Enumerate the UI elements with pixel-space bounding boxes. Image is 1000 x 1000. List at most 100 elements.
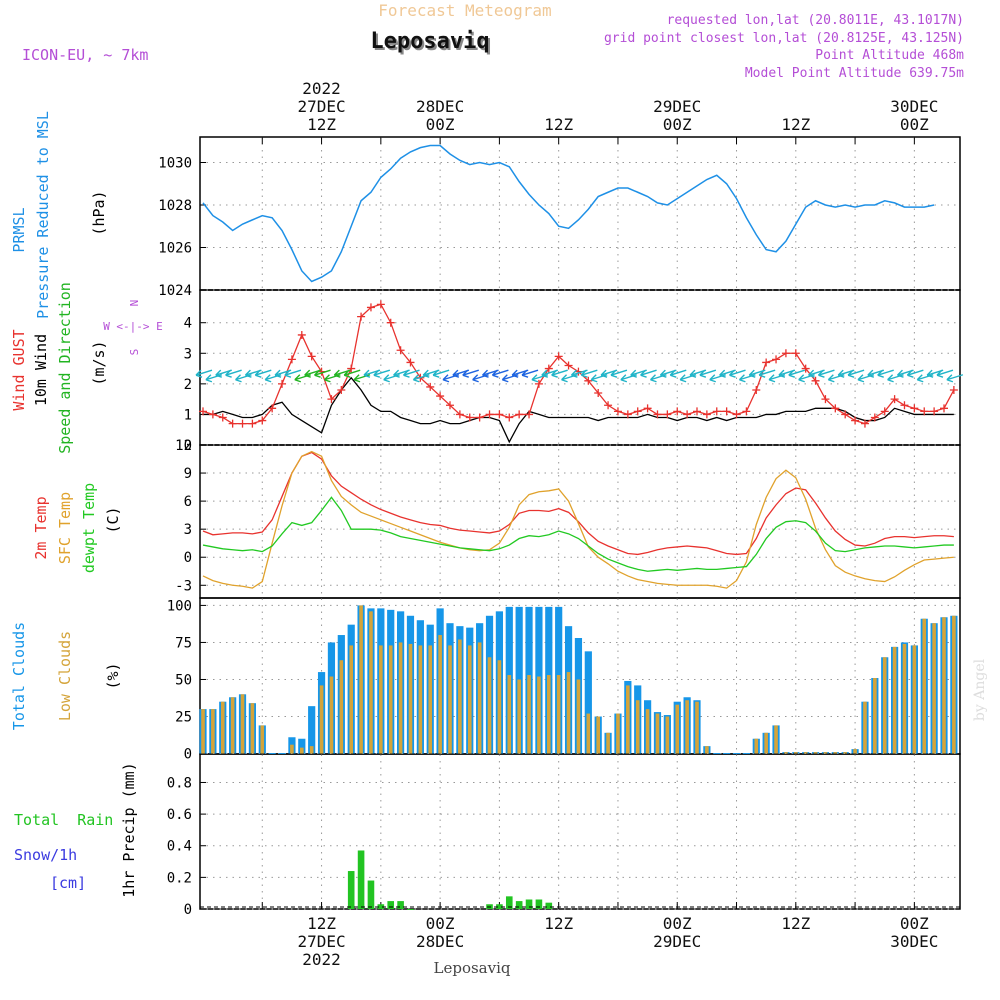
wind-direction-arrow xyxy=(788,369,806,378)
wind-gust-marker xyxy=(584,376,593,385)
wind-gust-marker xyxy=(347,364,356,373)
wind-gust-marker xyxy=(791,349,800,358)
wind-gust-marker xyxy=(446,401,454,410)
wind-direction-arrow xyxy=(817,369,835,378)
precip-tick-label: 0.8 xyxy=(167,775,192,791)
time-label-bottom: 12Z xyxy=(307,914,336,933)
low-cloud-bar xyxy=(349,645,353,754)
wind-direction-arrow xyxy=(847,369,865,378)
low-cloud-bar xyxy=(912,645,917,754)
wind-gust-marker xyxy=(238,419,247,428)
wind-direction-arrow xyxy=(314,369,331,378)
wind-gust-marker xyxy=(525,410,534,419)
temp-2m-line xyxy=(202,451,954,556)
wind-gust-marker xyxy=(554,352,563,361)
pressure-tick-label: 1026 xyxy=(158,241,192,257)
temp-label-dewpt: dewpt Temp xyxy=(80,483,98,573)
wind-gust-marker xyxy=(426,382,435,391)
wind-direction-arrow xyxy=(640,369,657,378)
time-label-top: 00Z xyxy=(900,115,929,134)
low-cloud-bar xyxy=(873,678,877,754)
low-cloud-bar xyxy=(942,617,946,754)
wind-direction-arrow xyxy=(906,369,924,378)
wind-gust-marker xyxy=(663,410,672,419)
wind-direction-arrow xyxy=(343,369,361,378)
clouds-tick-label: 75 xyxy=(175,635,192,651)
pressure-line xyxy=(202,144,935,283)
low-cloud-bar xyxy=(566,672,571,754)
rain-bar xyxy=(535,899,543,909)
low-cloud-bar xyxy=(863,701,867,754)
precip-label-snow-unit: [cm] xyxy=(50,874,86,892)
low-cloud-bar xyxy=(616,713,620,754)
wind-direction-arrow xyxy=(580,369,598,378)
temp-tick-label: -3 xyxy=(175,578,192,594)
low-cloud-bar xyxy=(240,694,245,754)
wind-gust-marker xyxy=(732,410,741,419)
wind-gust-marker xyxy=(831,404,840,413)
wind-tick-label: 2 xyxy=(184,377,192,393)
low-cloud-bar xyxy=(952,615,956,754)
wind-gust-marker xyxy=(297,330,306,339)
low-cloud-bar xyxy=(774,725,778,754)
model-label: ICON-EU, ~ 7km xyxy=(22,46,148,64)
low-cloud-bar xyxy=(319,685,324,754)
pressure-tick-label: 1028 xyxy=(158,198,192,214)
low-cloud-bar xyxy=(527,675,531,754)
time-label-bottom: 12Z xyxy=(781,914,810,933)
grid-point-coords: grid point closest lon,lat (20.8125E, 43… xyxy=(604,31,964,46)
low-cloud-bar xyxy=(260,725,265,754)
low-cloud-bar xyxy=(556,675,561,754)
low-cloud-bar xyxy=(794,752,798,754)
wind-gust-marker xyxy=(386,318,395,327)
wind-gust-marker xyxy=(544,364,553,373)
time-label-bottom: 30DEC xyxy=(890,932,938,951)
low-cloud-bar xyxy=(398,642,403,754)
rain-bar xyxy=(505,896,513,909)
low-cloud-bar xyxy=(922,618,927,754)
wind-gust-marker xyxy=(199,407,207,416)
total-cloud-bar xyxy=(308,706,316,754)
wind-gust-marker xyxy=(683,410,692,419)
wind-gust-marker xyxy=(396,346,405,355)
wind-gust-marker xyxy=(949,385,958,394)
wind-gust-marker xyxy=(801,364,810,373)
low-cloud-bar xyxy=(606,732,610,754)
wind-gust-marker xyxy=(712,407,721,416)
wind-gust-marker xyxy=(465,413,474,422)
time-label-top: 12Z xyxy=(544,115,573,134)
rain-bar xyxy=(525,899,533,909)
wind-tick-label: 3 xyxy=(184,346,192,362)
low-cloud-bar xyxy=(448,645,452,754)
wind-gust-marker xyxy=(702,410,711,419)
wind-direction-arrow xyxy=(373,369,391,378)
low-cloud-bar xyxy=(685,700,689,754)
low-cloud-bar xyxy=(220,701,225,754)
wind-direction-arrow xyxy=(521,369,539,378)
compass-west-east: W <-|-> E xyxy=(103,320,163,333)
low-cloud-bar xyxy=(497,660,502,754)
wind-gust-marker xyxy=(870,413,879,422)
wind-direction-arrow xyxy=(225,369,242,378)
wind-gust-marker xyxy=(218,413,227,422)
time-label-top: 27DEC xyxy=(297,97,345,116)
time-label-top: 2022 xyxy=(302,79,341,98)
wind-gust-marker xyxy=(673,407,682,416)
time-label-bottom: 00Z xyxy=(426,914,455,933)
wind-direction-arrow xyxy=(462,369,479,378)
low-cloud-bar xyxy=(813,752,818,754)
wind-label-gust: Wind GUST xyxy=(10,329,28,410)
pressure-unit: (hPa) xyxy=(90,190,108,235)
low-cloud-bar xyxy=(388,645,393,754)
wind-gust-marker xyxy=(268,404,277,413)
wind-direction-arrow xyxy=(491,369,509,378)
wind-direction-arrow xyxy=(610,369,628,378)
low-cloud-bar xyxy=(882,657,887,754)
temp-unit: (C) xyxy=(104,506,122,533)
temp-panel-frame xyxy=(199,444,961,599)
low-cloud-bar xyxy=(517,679,521,754)
low-cloud-bar xyxy=(329,676,334,754)
wind-gust-marker xyxy=(604,401,613,410)
